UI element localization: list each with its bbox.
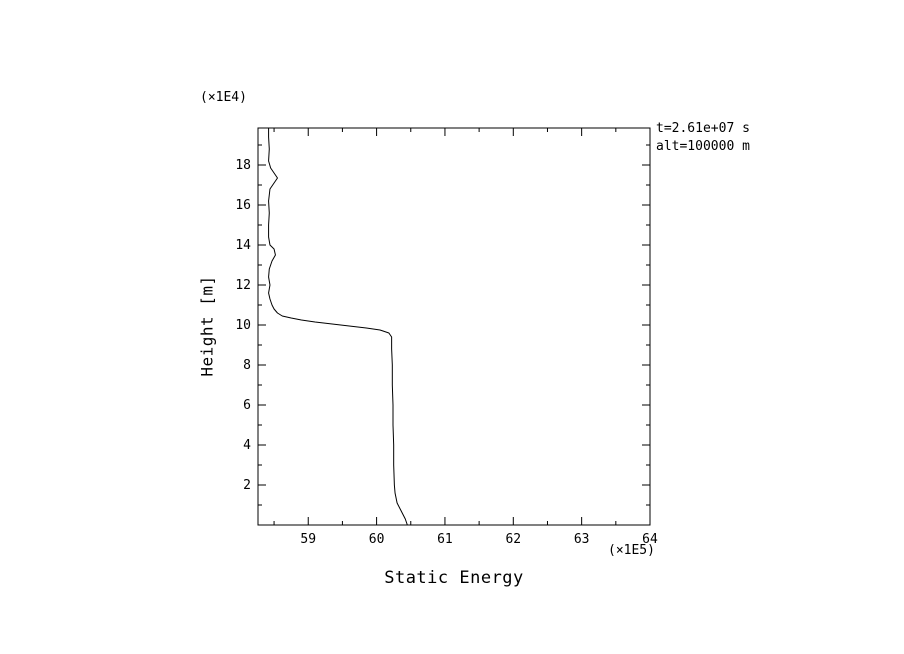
y-tick-label: 18: [235, 158, 251, 173]
x-axis-title: Static Energy: [384, 568, 524, 588]
y-tick-label: 12: [235, 278, 251, 293]
x-axis-scale-note: (×1E5): [608, 543, 655, 558]
plot-frame: [257, 127, 651, 526]
x-tick-label: 64: [642, 532, 658, 547]
x-tick-label: 61: [437, 532, 453, 547]
x-tick-label: 60: [369, 532, 385, 547]
data-line: [268, 127, 408, 526]
x-tick-label: 63: [574, 532, 590, 547]
y-tick-label: 4: [243, 438, 251, 453]
y-axis-scale-note: (×1E4): [200, 90, 247, 105]
annotation-time: t=2.61e+07 s: [656, 121, 750, 136]
x-tick-label: 62: [505, 532, 521, 547]
y-tick-label: 10: [235, 318, 251, 333]
y-tick-label: 16: [235, 198, 251, 213]
y-tick-label: 6: [243, 398, 251, 413]
y-axis-title: Height [m]: [197, 275, 217, 377]
y-tick-label: 8: [243, 358, 251, 373]
annotation-altitude: alt=100000 m: [656, 139, 750, 154]
y-tick-label: 2: [243, 478, 251, 493]
x-tick-label: 59: [300, 532, 316, 547]
y-tick-label: 14: [235, 238, 251, 253]
